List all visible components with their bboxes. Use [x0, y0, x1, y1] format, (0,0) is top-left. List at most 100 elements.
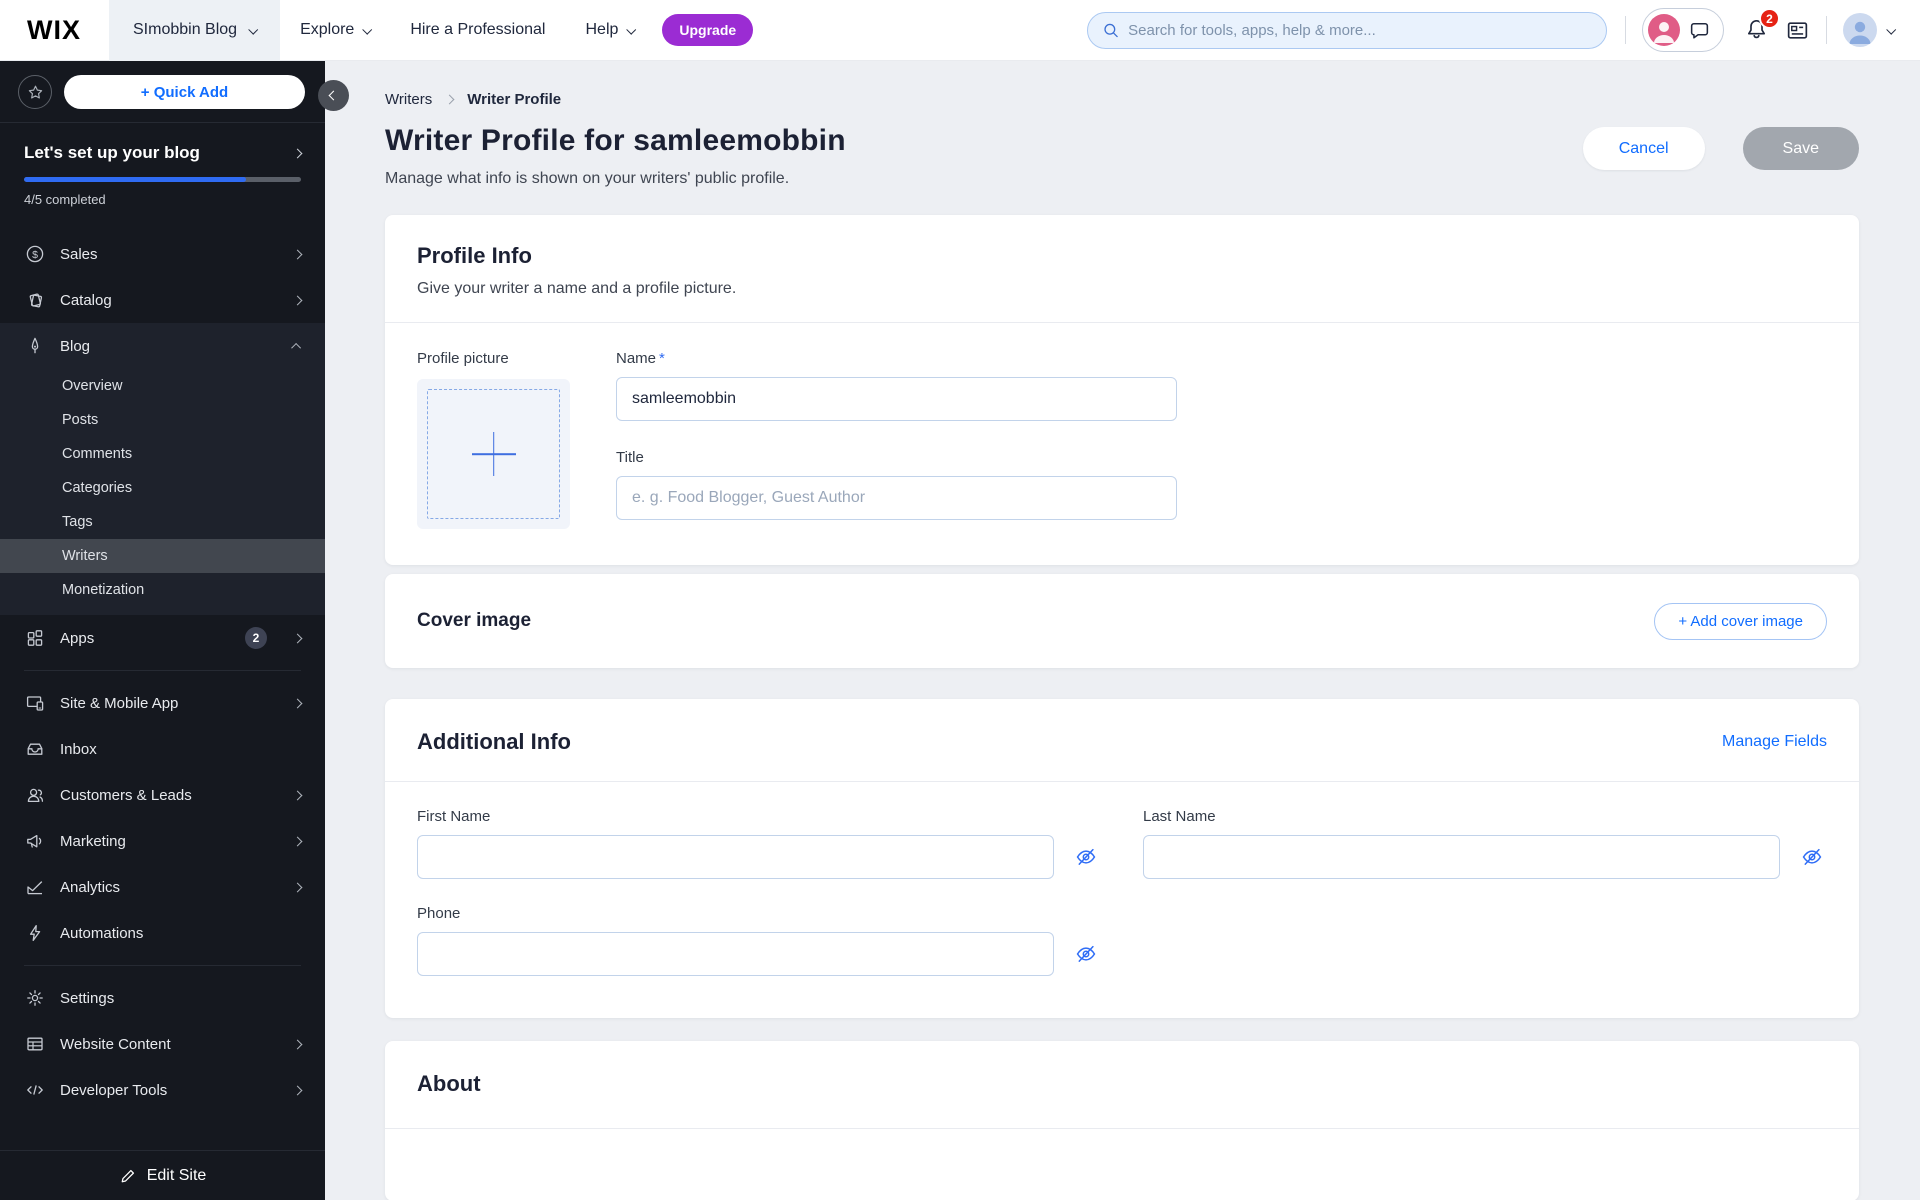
sidebar-item-label: Automations — [60, 924, 144, 942]
sidebar-subitem-categories[interactable]: Categories — [62, 480, 133, 496]
sidebar-item-settings[interactable]: Settings — [0, 975, 325, 1021]
sidebar-item-catalog[interactable]: Catalog — [0, 277, 325, 323]
sidebar-subitem-posts[interactable]: Posts — [62, 412, 99, 428]
edit-site-button[interactable]: Edit Site — [0, 1150, 325, 1200]
sidebar-item-analytics[interactable]: Analytics — [0, 864, 325, 910]
save-button[interactable]: Save — [1742, 127, 1859, 170]
phone-visibility-toggle[interactable] — [1073, 941, 1099, 967]
nav-hire-a-professional[interactable]: Hire a Professional — [390, 0, 565, 61]
about-title: About — [417, 1071, 481, 1096]
svg-text:$: $ — [32, 249, 38, 261]
sidebar-subitem-tags[interactable]: Tags — [62, 514, 93, 530]
apps-count-badge: 2 — [245, 627, 267, 649]
nav-help[interactable]: Help — [565, 0, 654, 61]
sidebar-item-blog[interactable]: Blog — [0, 323, 325, 369]
avatar — [1648, 14, 1680, 46]
last-name-input[interactable] — [1143, 835, 1780, 879]
dollar-circle-icon: $ — [24, 244, 45, 264]
quick-add-button[interactable]: + Quick Add — [64, 75, 305, 109]
sidebar-item-label: Marketing — [60, 832, 126, 850]
profile-picture-upload[interactable] — [417, 379, 570, 529]
top-header: WIX SImobbin Blog Explore Hire a Profess… — [0, 0, 1920, 61]
name-input[interactable] — [616, 377, 1177, 421]
manage-fields-link[interactable]: Manage Fields — [1722, 733, 1827, 750]
upgrade-button[interactable]: Upgrade — [662, 14, 754, 46]
profile-info-card: Profile Info Give your writer a name and… — [385, 215, 1859, 565]
chevron-right-icon — [444, 94, 455, 105]
search-icon — [1104, 23, 1118, 37]
pen-nib-icon — [24, 336, 45, 356]
sidebar-subitem-comments[interactable]: Comments — [62, 446, 133, 462]
sidebar-item-automations[interactable]: Automations — [0, 910, 325, 956]
title-label: Title — [616, 449, 644, 466]
nav-explore-label: Explore — [300, 21, 355, 38]
sidebar-item-label: Sales — [60, 245, 98, 263]
chevron-right-icon — [292, 698, 303, 708]
chat-avatar-pill[interactable] — [1642, 8, 1724, 52]
title-input[interactable] — [616, 476, 1177, 520]
sidebar-item-site-mobile-app[interactable]: Site & Mobile App — [0, 680, 325, 726]
add-cover-image-button[interactable]: + Add cover image — [1654, 602, 1827, 640]
sidebar-item-website-content[interactable]: Website Content — [0, 1021, 325, 1067]
divider — [24, 670, 301, 671]
pencil-icon — [121, 1169, 134, 1182]
profile-picture-label: Profile picture — [417, 350, 509, 367]
chevron-right-icon — [292, 249, 303, 259]
phone-input[interactable] — [417, 932, 1054, 976]
notifications-button[interactable]: 2 — [1744, 8, 1780, 43]
people-icon — [24, 785, 45, 805]
setup-checklist[interactable]: Let's set up your blog 4/5 completed — [0, 122, 325, 225]
sidebar: + Quick Add Let's set up your blog 4/5 c… — [0, 61, 325, 1200]
divider — [24, 965, 301, 966]
catalog-icon — [24, 290, 45, 310]
first-name-visibility-toggle[interactable] — [1073, 844, 1099, 870]
global-search[interactable] — [1087, 11, 1607, 49]
divider — [385, 1128, 1859, 1129]
page-header: Writer Profile for samleemobbin Manage w… — [385, 124, 1859, 188]
chevron-down-icon — [248, 24, 259, 35]
sidebar-item-apps[interactable]: Apps 2 — [0, 615, 325, 661]
sidebar-item-marketing[interactable]: Marketing — [0, 818, 325, 864]
cover-image-card: Cover image + Add cover image — [385, 574, 1859, 668]
first-name-input[interactable] — [417, 835, 1054, 879]
edit-site-label: Edit Site — [146, 1166, 207, 1184]
gear-icon — [24, 988, 45, 1008]
nav-help-label: Help — [585, 21, 619, 38]
sidebar-subitem-monetization[interactable]: Monetization — [62, 582, 145, 598]
divider — [385, 781, 1859, 782]
sidebar-collapse-button[interactable] — [318, 80, 349, 111]
apps-grid-icon — [24, 628, 45, 648]
chevron-up-icon — [291, 342, 302, 353]
sidebar-item-customers-leads[interactable]: Customers & Leads — [0, 772, 325, 818]
sidebar-item-label: Blog — [60, 337, 91, 355]
eye-off-icon — [1076, 945, 1096, 962]
megaphone-icon — [24, 831, 45, 851]
nav-explore[interactable]: Explore — [280, 0, 390, 61]
sidebar-subitem-overview[interactable]: Overview — [62, 378, 123, 394]
sidebar-item-sales[interactable]: $ Sales — [0, 231, 325, 277]
account-menu[interactable] — [1843, 13, 1897, 47]
additional-info-card: Additional Info Manage Fields First Name — [385, 699, 1859, 1018]
chevron-right-icon — [292, 148, 303, 158]
sidebar-subitem-writers[interactable]: Writers — [0, 539, 325, 573]
sidebar-item-label: Catalog — [60, 291, 112, 309]
whats-new-icon[interactable] — [1785, 18, 1810, 43]
sidebar-item-label: Customers & Leads — [60, 786, 192, 804]
chevron-right-icon — [292, 295, 303, 305]
last-name-visibility-toggle[interactable] — [1799, 844, 1825, 870]
lightning-icon — [24, 923, 45, 943]
site-switcher[interactable]: SImobbin Blog — [109, 0, 281, 61]
quick-access-button[interactable] — [18, 75, 52, 109]
search-input[interactable] — [1128, 21, 1591, 39]
sidebar-item-developer-tools[interactable]: Developer Tools — [0, 1067, 325, 1113]
line-chart-icon — [24, 877, 45, 897]
breadcrumb-writer-profile: Writer Profile — [467, 91, 562, 108]
chat-bubble-icon — [1690, 22, 1709, 39]
sidebar-item-inbox[interactable]: Inbox — [0, 726, 325, 772]
cover-image-label: Cover image — [417, 610, 532, 631]
breadcrumb-writers[interactable]: Writers — [385, 91, 433, 108]
cancel-button[interactable]: Cancel — [1582, 127, 1705, 170]
setup-title: Let's set up your blog — [24, 143, 200, 162]
account-avatar — [1843, 13, 1877, 47]
last-name-label: Last Name — [1143, 808, 1216, 825]
